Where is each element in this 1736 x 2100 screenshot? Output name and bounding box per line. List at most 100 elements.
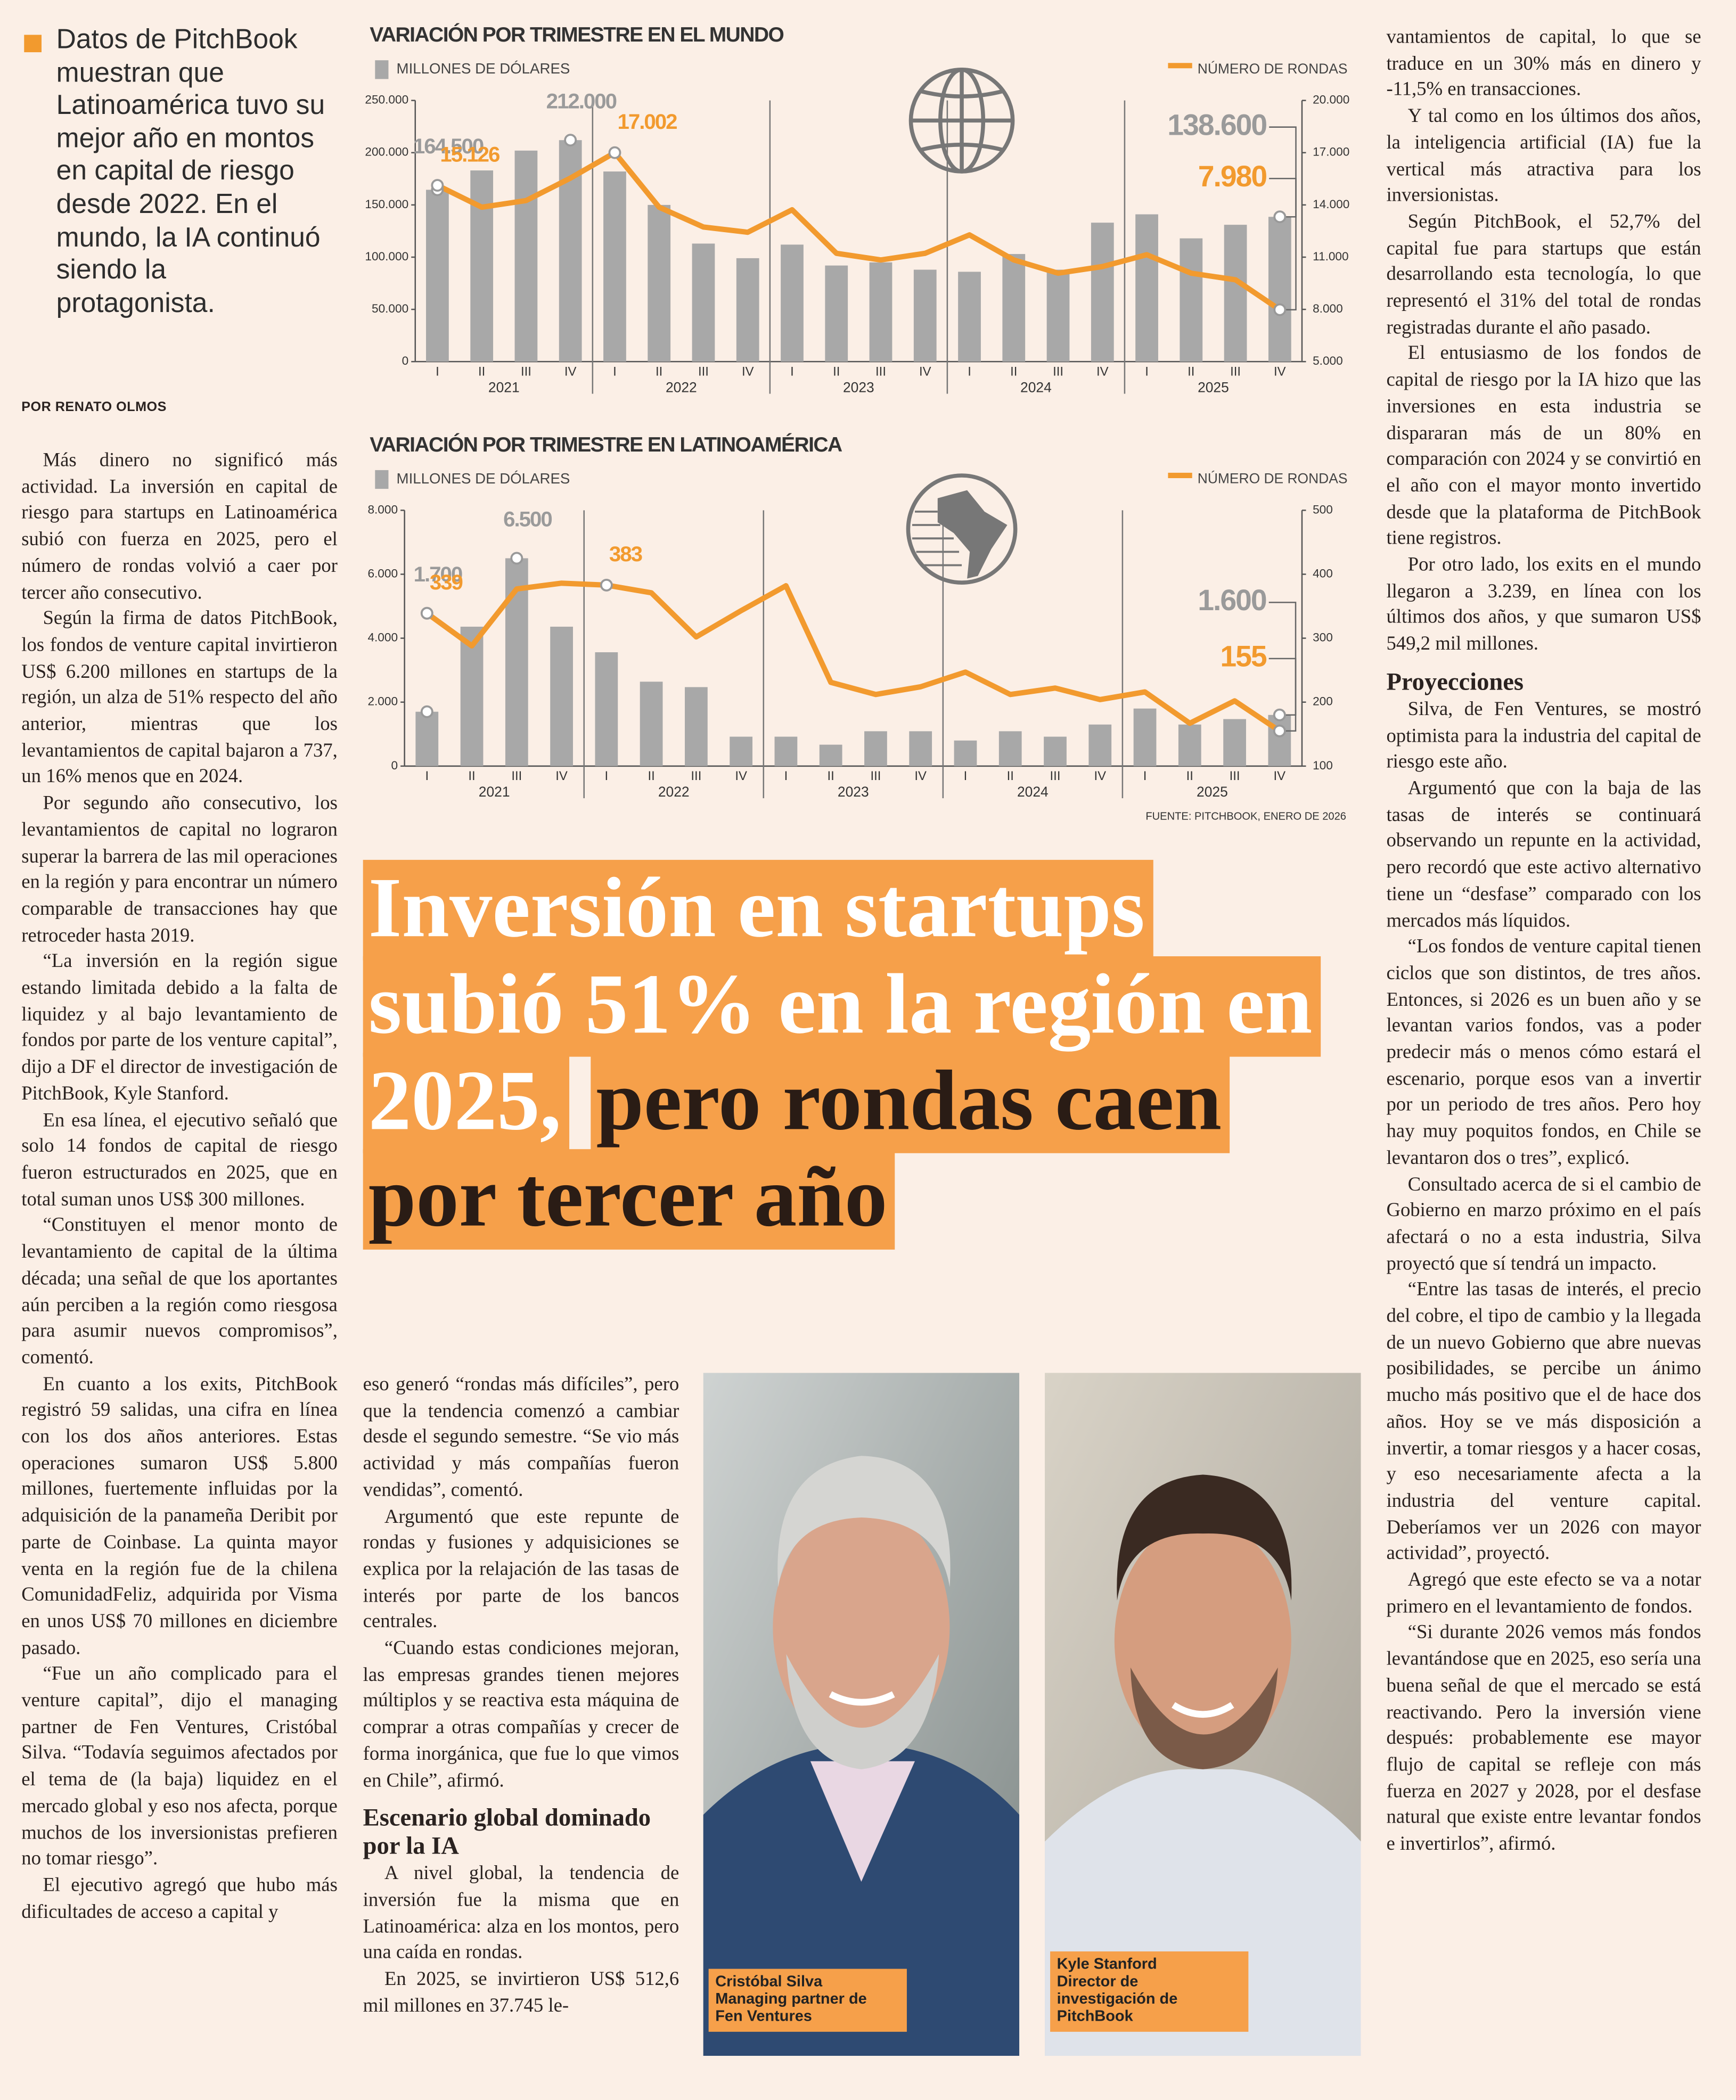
- point-marker: [1273, 708, 1286, 721]
- bar: [869, 262, 892, 362]
- caption-role: Director de investigación de PitchBook: [1057, 1974, 1178, 2025]
- x-tick-label: III: [875, 365, 886, 379]
- x-tick-label: IV: [742, 365, 754, 379]
- x-tick-label: I: [1143, 769, 1147, 783]
- x-tick-label: I: [613, 365, 617, 379]
- y-tick-label: 50.000: [372, 302, 408, 315]
- y2-tick-label: 500: [1313, 503, 1333, 516]
- paragraph: “Constituyen el menor monto de levantami…: [21, 1215, 338, 1369]
- bar: [909, 731, 932, 766]
- value-label: 339: [430, 570, 463, 594]
- x-tick-label: II: [833, 365, 840, 379]
- y-tick-label: 250.000: [365, 93, 408, 106]
- paragraph: vantamientos de capital, lo que se tradu…: [1386, 27, 1701, 101]
- bar: [913, 269, 937, 362]
- paragraph: Por otro lado, los exits en el mundo lle…: [1386, 554, 1701, 655]
- value-label: 138.600: [1167, 108, 1266, 141]
- bar: [550, 626, 573, 766]
- x-tick-label: I: [605, 769, 609, 783]
- x-tick-label: IV: [1274, 769, 1286, 783]
- headline: Inversión en startups subió 51% en la re…: [363, 859, 1328, 1250]
- year-label: 2021: [479, 784, 510, 800]
- paragraph: Según PitchBook, el 52,7% del capital fu…: [1386, 211, 1701, 339]
- bar: [1091, 223, 1114, 362]
- x-tick-label: I: [790, 365, 794, 379]
- y2-tick-label: 200: [1313, 695, 1333, 708]
- bar: [514, 150, 538, 362]
- point-marker: [420, 606, 433, 620]
- paragraph: eso generó “rondas más difíciles”, pero …: [363, 1374, 679, 1502]
- year-label: 2021: [488, 379, 520, 395]
- value-label: 15.126: [440, 142, 499, 166]
- leader-line: [1269, 126, 1297, 218]
- x-tick-label: II: [828, 769, 834, 783]
- bar: [1180, 238, 1203, 362]
- year-label: 2024: [1017, 784, 1049, 800]
- value-label: 155: [1220, 640, 1267, 673]
- y-tick-label: 200.000: [365, 145, 408, 159]
- bar: [864, 731, 887, 766]
- bullet-square: [24, 35, 42, 53]
- bar: [998, 731, 1022, 766]
- legend-label: MILLONES DE DÓLARES: [397, 470, 570, 487]
- bar: [1002, 254, 1026, 362]
- point-marker: [564, 134, 577, 147]
- x-tick-label: IV: [1094, 769, 1106, 783]
- y2-tick-label: 17.000: [1313, 145, 1349, 159]
- value-label: 212.000: [546, 89, 617, 113]
- value-label: 383: [609, 542, 642, 566]
- rounds-line: [436, 150, 1282, 312]
- paragraph: En esa línea, el ejecutivo señaló que so…: [21, 1110, 338, 1211]
- caption-name: Kyle Stanford: [1057, 1956, 1157, 1973]
- bar: [595, 652, 618, 766]
- x-tick-label: I: [425, 769, 429, 783]
- bar: [640, 682, 663, 766]
- y-tick-label: 8.000: [367, 503, 398, 516]
- paragraph: Argumentó que con la baja de las tasas d…: [1386, 778, 1701, 932]
- x-tick-label: III: [1230, 365, 1241, 379]
- bar: [1223, 719, 1246, 766]
- caption-name: Cristóbal Silva: [715, 1974, 823, 1990]
- bar: [692, 243, 715, 362]
- year-label: 2022: [658, 784, 690, 800]
- y2-tick-label: 100: [1313, 759, 1333, 772]
- x-tick-label: II: [648, 769, 654, 783]
- x-tick-label: III: [1230, 769, 1240, 783]
- x-tick-label: I: [968, 365, 971, 379]
- x-tick-label: IV: [564, 365, 577, 379]
- bar: [825, 265, 848, 362]
- photo-caption: Kyle Stanford Director de investigación d…: [1050, 1951, 1249, 2032]
- x-tick-label: IV: [1096, 365, 1109, 379]
- x-tick-label: II: [1186, 769, 1193, 783]
- x-tick-label: IV: [914, 769, 927, 783]
- year-label: 2025: [1197, 784, 1228, 800]
- value-label: 1.600: [1198, 584, 1266, 617]
- point-marker: [1273, 724, 1286, 737]
- leader-line: [1268, 658, 1297, 732]
- source: FUENTE: PITCHBOOK, ENERO DE 2026: [1145, 811, 1346, 823]
- legend-swatch: [375, 470, 389, 489]
- x-tick-label: II: [468, 769, 475, 783]
- paragraph: En cuanto a los exits, PitchBook registr…: [21, 1373, 338, 1659]
- bar: [460, 626, 484, 766]
- y2-tick-label: 300: [1313, 631, 1333, 644]
- x-tick-label: III: [1050, 769, 1061, 783]
- y-tick-label: 4.000: [367, 631, 398, 644]
- year-label: 2023: [843, 379, 874, 395]
- subheading: Escenario global dominado por la IA: [363, 1806, 651, 1861]
- legend-label: NÚMERO DE RONDAS: [1198, 470, 1348, 486]
- bar: [426, 190, 449, 362]
- y2-tick-label: 11.000: [1313, 250, 1349, 263]
- paragraph: “Cuando estas condiciones mejoran, las e…: [363, 1638, 679, 1792]
- paragraph: Más dinero no significó más actividad. L…: [21, 450, 338, 604]
- y-tick-label: 100.000: [365, 250, 408, 263]
- legend-label: NÚMERO DE RONDAS: [1198, 61, 1348, 77]
- value-label: 1.700: [414, 562, 462, 586]
- paragraph: “Fue un año complicado para el venture c…: [21, 1663, 338, 1871]
- photo-stanford: Kyle Stanford Director de investigación d…: [1045, 1373, 1361, 2056]
- paragraph: Argumentó que este repunte de rondas y f…: [363, 1506, 679, 1634]
- bar: [1088, 724, 1112, 766]
- bar: [1268, 217, 1291, 362]
- x-tick-label: III: [1053, 365, 1063, 379]
